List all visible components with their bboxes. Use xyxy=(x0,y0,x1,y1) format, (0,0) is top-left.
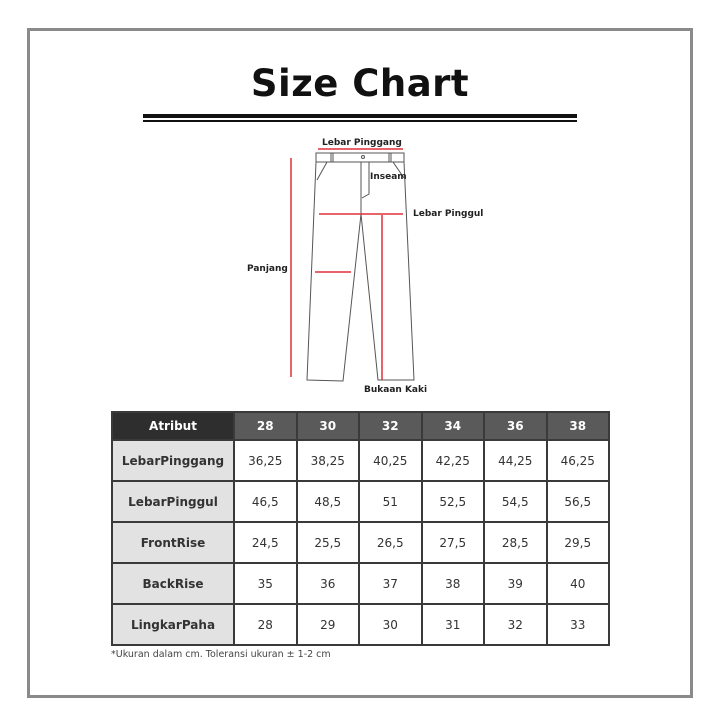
table-cell: 42,25 xyxy=(420,439,485,482)
table-row: LebarPinggul 46,5 48,5 51 52,5 54,5 56,5 xyxy=(111,480,610,523)
label-inseam: Inseam xyxy=(370,172,407,182)
table-row: BackRise 35 36 37 38 39 40 xyxy=(111,562,610,605)
size-table: Atribut 28 30 32 34 36 38 LebarPinggang … xyxy=(111,411,610,646)
label-leg-opening: Bukaan Kaki xyxy=(364,385,427,395)
tolerance-note: *Ukuran dalam cm. Toleransi ukuran ± 1-2… xyxy=(111,649,331,660)
header-cell: 36 xyxy=(483,411,548,441)
pants-outline xyxy=(306,152,415,382)
table-cell: 33 xyxy=(545,603,610,646)
table-cell: 39 xyxy=(483,562,548,605)
table-row: LingkarPaha 28 29 30 31 32 33 xyxy=(111,603,610,646)
table-cell: 52,5 xyxy=(420,480,485,523)
row-label: LebarPinggul xyxy=(111,480,235,523)
table-cell: 27,5 xyxy=(420,521,485,564)
table-cell: 36,25 xyxy=(233,439,298,482)
table-cell: 40 xyxy=(545,562,610,605)
measure-lines xyxy=(290,148,403,380)
page-title: Size Chart xyxy=(250,62,470,105)
title-divider xyxy=(143,114,577,118)
table-cell: 30 xyxy=(358,603,423,646)
header-cell: Atribut xyxy=(111,411,235,441)
table-cell: 31 xyxy=(420,603,485,646)
table-cell: 35 xyxy=(233,562,298,605)
header-cell: 28 xyxy=(233,411,298,441)
table-cell: 24,5 xyxy=(233,521,298,564)
table-cell: 26,5 xyxy=(358,521,423,564)
table-cell: 28,5 xyxy=(483,521,548,564)
table-cell: 56,5 xyxy=(545,480,610,523)
table-cell: 40,25 xyxy=(358,439,423,482)
table-cell: 29,5 xyxy=(545,521,610,564)
header-cell: 34 xyxy=(420,411,485,441)
row-label: FrontRise xyxy=(111,521,235,564)
header-cell: 30 xyxy=(295,411,360,441)
outer-frame xyxy=(27,28,693,698)
table-cell: 36 xyxy=(295,562,360,605)
header-cell: 38 xyxy=(545,411,610,441)
table-cell: 29 xyxy=(295,603,360,646)
label-length: Panjang xyxy=(247,264,288,274)
label-waist: Lebar Pinggang xyxy=(322,138,402,148)
table-cell: 25,5 xyxy=(295,521,360,564)
table-header-row: Atribut 28 30 32 34 36 38 xyxy=(111,411,610,441)
table-cell: 38 xyxy=(420,562,485,605)
row-label: LingkarPaha xyxy=(111,603,235,646)
header-cell: 32 xyxy=(358,411,423,441)
table-cell: 28 xyxy=(233,603,298,646)
table-cell: 54,5 xyxy=(483,480,548,523)
table-cell: 32 xyxy=(483,603,548,646)
table-row: LebarPinggang 36,25 38,25 40,25 42,25 44… xyxy=(111,439,610,482)
title-divider-thin xyxy=(143,120,577,122)
table-cell: 46,5 xyxy=(233,480,298,523)
table-cell: 46,25 xyxy=(545,439,610,482)
table-cell: 37 xyxy=(358,562,423,605)
label-hip: Lebar Pinggul xyxy=(413,209,483,219)
table-cell: 44,25 xyxy=(483,439,548,482)
table-cell: 51 xyxy=(358,480,423,523)
row-label: BackRise xyxy=(111,562,235,605)
table-cell: 38,25 xyxy=(295,439,360,482)
table-cell: 48,5 xyxy=(295,480,360,523)
table-row: FrontRise 24,5 25,5 26,5 27,5 28,5 29,5 xyxy=(111,521,610,564)
row-label: LebarPinggang xyxy=(111,439,235,482)
